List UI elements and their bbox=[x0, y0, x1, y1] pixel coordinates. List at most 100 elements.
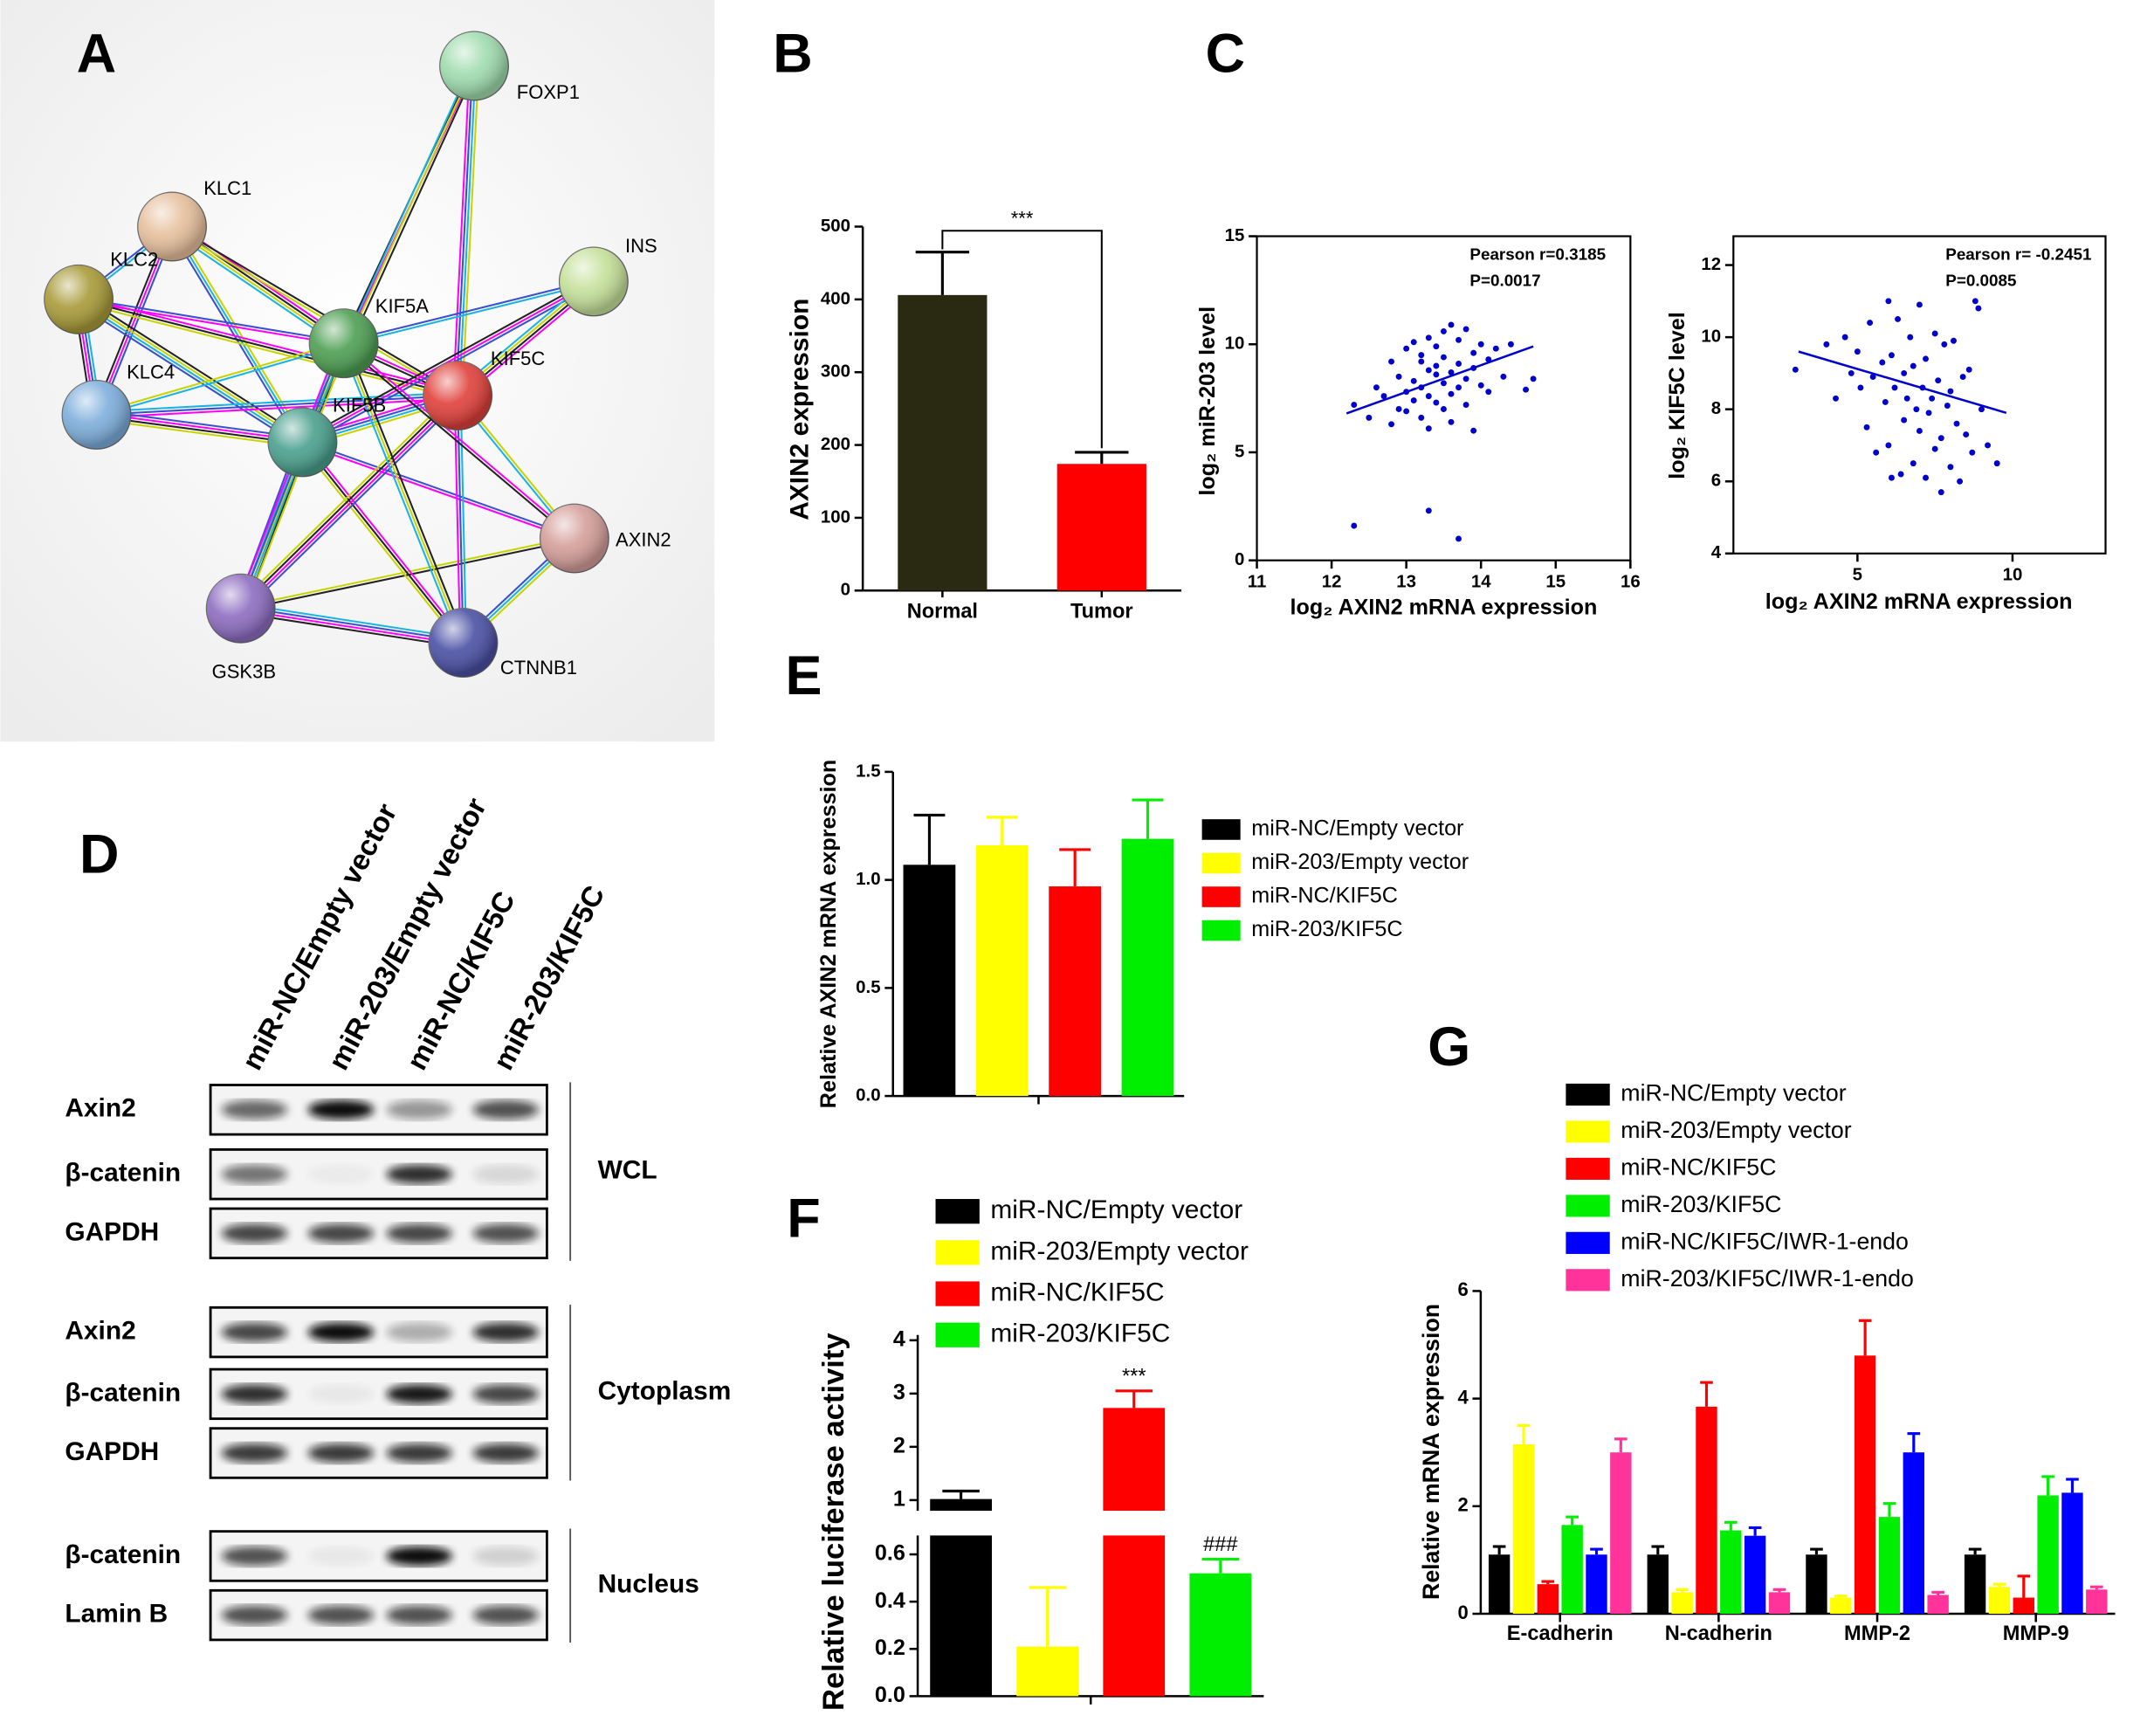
scatter-point bbox=[1923, 355, 1929, 362]
network-edge bbox=[97, 409, 304, 439]
scatter-point bbox=[1951, 337, 1957, 344]
network-edge bbox=[96, 343, 345, 417]
scatter-point bbox=[1965, 366, 1972, 373]
bar bbox=[975, 845, 1029, 1097]
scatter-point bbox=[1925, 410, 1932, 417]
network-edge bbox=[458, 65, 477, 396]
legend-label: miR-NC/Empty vector bbox=[990, 1195, 1242, 1224]
bar bbox=[898, 294, 988, 591]
scatter-point bbox=[1351, 402, 1358, 408]
legend-label: miR-203/Empty vector bbox=[990, 1237, 1249, 1265]
y-tick-label: 4 bbox=[893, 1326, 905, 1351]
y-tick-label: 10 bbox=[1701, 327, 1721, 347]
blot-band bbox=[221, 1546, 288, 1566]
bar bbox=[1647, 1554, 1669, 1615]
stat-annotation: P=0.0017 bbox=[1469, 271, 1540, 289]
node-label: GSK3B bbox=[212, 660, 276, 682]
network-edge bbox=[241, 603, 465, 639]
legend-swatch bbox=[1201, 852, 1241, 874]
network-edge bbox=[238, 393, 458, 609]
x-tick-label: E-cadherin bbox=[1507, 1622, 1614, 1644]
bar bbox=[1964, 1554, 1986, 1615]
scatter-point bbox=[1888, 352, 1895, 359]
x-tick-label: 14 bbox=[1471, 571, 1491, 591]
scatter-point bbox=[1366, 414, 1373, 421]
blot-band bbox=[386, 1164, 452, 1184]
bar bbox=[2061, 1492, 2083, 1615]
scatter-point bbox=[1448, 369, 1455, 375]
blot-row-label: GAPDH bbox=[65, 1437, 159, 1466]
scatter-point bbox=[1863, 424, 1870, 431]
bar bbox=[1830, 1597, 1852, 1615]
blot-row-label: β-catenin bbox=[65, 1159, 181, 1188]
scatter-point bbox=[1410, 339, 1417, 346]
y-axis-label: Relative mRNA expression bbox=[1418, 1304, 1444, 1600]
significance-label: ### bbox=[1203, 1533, 1237, 1555]
bar bbox=[1103, 1535, 1166, 1697]
y-tick-label: 0.5 bbox=[856, 977, 880, 997]
x-tick-label: 10 bbox=[2003, 564, 2023, 584]
network-edge bbox=[95, 418, 302, 448]
legend-label: miR-203/KIF5C bbox=[1621, 1191, 1781, 1217]
scatter-point bbox=[1477, 341, 1484, 348]
network-edge bbox=[240, 609, 464, 645]
y-tick-label: 8 bbox=[1711, 398, 1721, 418]
bar bbox=[903, 865, 956, 1097]
network-edge bbox=[241, 343, 347, 610]
scatter-point bbox=[1907, 334, 1914, 341]
blot-band bbox=[221, 1223, 288, 1243]
network-node-shine bbox=[429, 608, 498, 678]
scatter-point bbox=[1425, 507, 1432, 514]
scatter-point bbox=[1373, 384, 1380, 391]
legend-swatch bbox=[1566, 1231, 1610, 1254]
x-tick-label: 11 bbox=[1248, 571, 1267, 591]
scatter-point bbox=[1931, 445, 1938, 452]
panel-label: B bbox=[773, 24, 812, 85]
plot-frame bbox=[1256, 235, 1632, 561]
blot-band bbox=[386, 1384, 452, 1404]
bar bbox=[1927, 1595, 1949, 1615]
x-tick-label: 12 bbox=[1322, 571, 1342, 591]
scatter-point bbox=[1418, 358, 1425, 365]
y-tick-label: 0 bbox=[1235, 549, 1244, 569]
bar bbox=[2086, 1589, 2108, 1615]
scatter-point bbox=[1885, 298, 1892, 305]
y-tick-label: 500 bbox=[821, 216, 850, 236]
blot-band bbox=[386, 1322, 452, 1342]
y-tick-label: 400 bbox=[821, 288, 850, 308]
network-edge bbox=[302, 439, 575, 538]
panel-label: F bbox=[787, 1188, 820, 1249]
node-label: CTNNB1 bbox=[500, 657, 577, 679]
network-edge bbox=[299, 443, 462, 645]
x-tick-label: MMP-2 bbox=[1844, 1622, 1910, 1644]
network-edge bbox=[169, 229, 342, 348]
scatter-point bbox=[1869, 374, 1876, 380]
scatter-point bbox=[1937, 489, 1944, 496]
x-tick-label: MMP-9 bbox=[2003, 1622, 2069, 1644]
network-node-shine bbox=[44, 265, 114, 334]
scatter-point bbox=[1440, 354, 1447, 361]
blot-group-label: Cytoplasm bbox=[598, 1377, 732, 1406]
legend-swatch bbox=[935, 1281, 980, 1306]
x-tick-label: 16 bbox=[1621, 571, 1641, 591]
panel-label: D bbox=[79, 824, 119, 885]
blot-row-label: GAPDH bbox=[65, 1217, 159, 1246]
node-label: KLC2 bbox=[110, 249, 158, 271]
network-edge bbox=[240, 606, 464, 643]
node-label: KIF5C bbox=[491, 348, 545, 369]
blot-row-label: β-catenin bbox=[65, 1540, 181, 1569]
scatter-point bbox=[1500, 373, 1507, 380]
y-tick-label: 5 bbox=[1235, 441, 1244, 461]
blot-band bbox=[307, 1443, 375, 1464]
y-tick-label: 0.6 bbox=[875, 1541, 905, 1566]
legend-label: miR-NC/KIF5C/IWR-1-endo bbox=[1621, 1228, 1909, 1254]
x-tick-label: Normal bbox=[907, 600, 978, 623]
scatter-point bbox=[1841, 334, 1848, 341]
network-node-shine bbox=[559, 247, 629, 316]
scatter-point bbox=[1959, 374, 1966, 380]
network-edge bbox=[79, 297, 345, 343]
blot-band bbox=[472, 1223, 539, 1243]
node-label: INS bbox=[625, 235, 657, 257]
scatter-point bbox=[1433, 371, 1440, 378]
bar bbox=[1488, 1554, 1511, 1615]
